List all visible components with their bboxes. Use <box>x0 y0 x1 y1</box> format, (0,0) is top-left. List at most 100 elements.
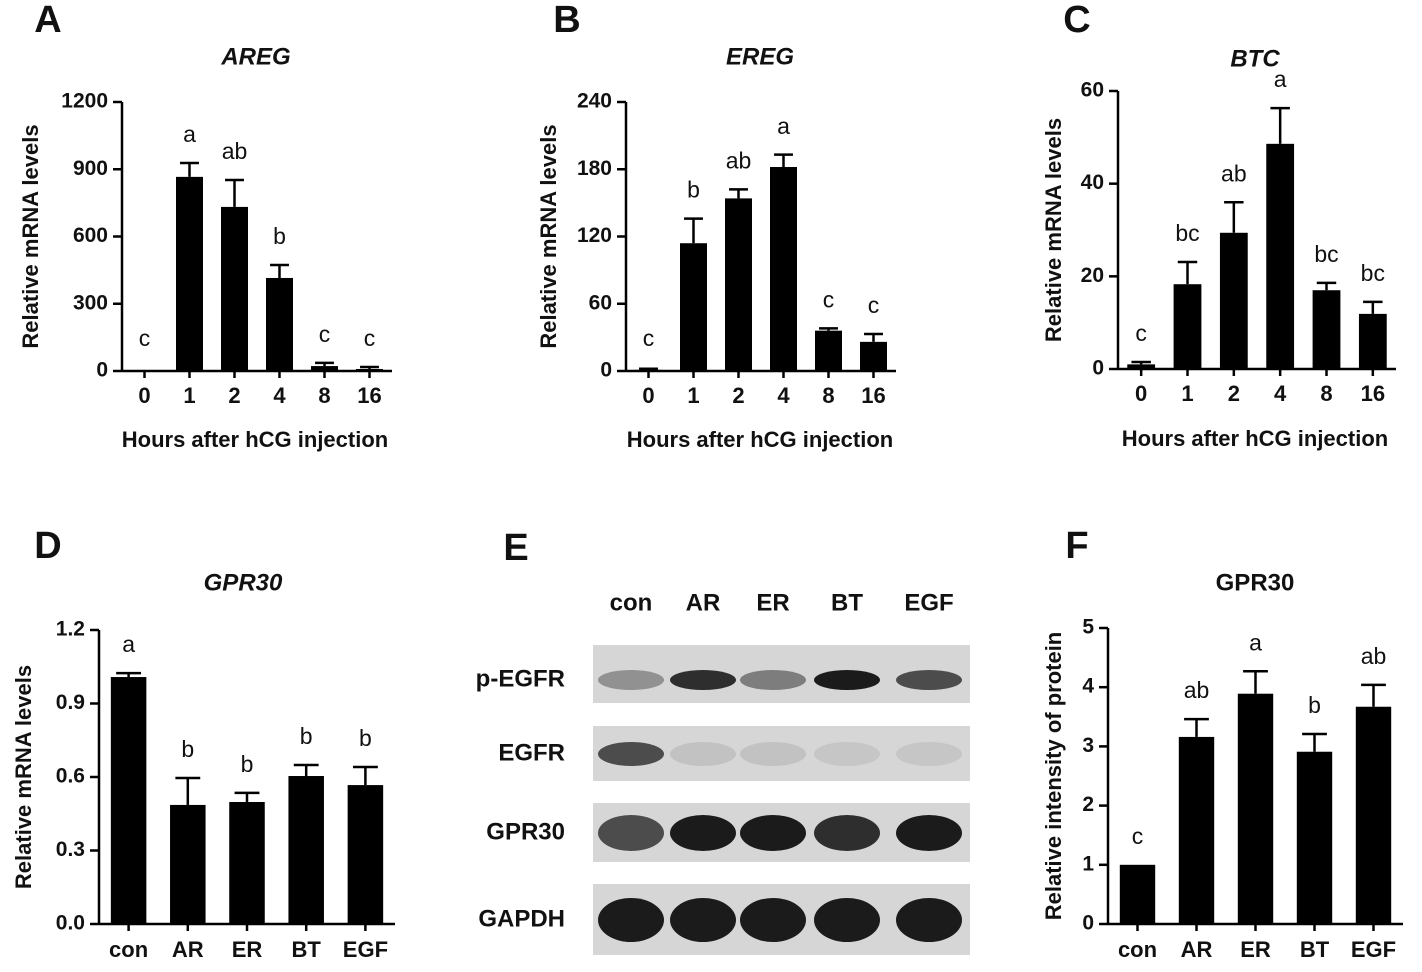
x-tick-label: 16 <box>357 383 381 408</box>
bar <box>131 370 158 371</box>
blot-band <box>598 742 664 766</box>
blot-band <box>814 815 880 851</box>
y-axis-label: Relative mRNA levels <box>18 124 43 348</box>
annotation: ab <box>1221 160 1247 186</box>
x-tick-label: 8 <box>318 383 330 408</box>
bar <box>860 341 887 371</box>
x-tick-label: con <box>1118 937 1157 962</box>
error-bar <box>1363 300 1383 314</box>
error-bar <box>360 365 379 369</box>
blot-band <box>896 815 962 851</box>
blot-band <box>670 815 736 851</box>
blot-band <box>814 898 880 942</box>
y-tick-label: 0.3 <box>56 838 85 861</box>
error-bar <box>116 671 142 678</box>
x-tick-label: ER <box>1240 937 1271 962</box>
blot-band <box>814 742 880 766</box>
y-tick-label: 0.9 <box>56 691 85 714</box>
bar <box>347 785 384 924</box>
bar <box>815 330 842 371</box>
column-label: ER <box>756 589 789 616</box>
blot-band <box>598 898 664 942</box>
x-axis-label: Hours after hCG injection <box>122 427 388 452</box>
bar <box>1173 284 1202 369</box>
bar <box>770 167 797 371</box>
x-tick-label: 4 <box>777 383 790 408</box>
y-axis-label: Relative mRNA levels <box>536 124 561 348</box>
y-tick-label: 900 <box>73 157 108 180</box>
annotation: a <box>777 113 790 139</box>
y-tick-label: 0 <box>1082 912 1094 935</box>
panel-letter: A <box>34 0 61 41</box>
annotation: b <box>300 723 313 749</box>
x-tick-label: 16 <box>1361 381 1385 406</box>
annotation: ab <box>222 138 248 164</box>
x-tick-label: 0 <box>138 383 150 408</box>
bar <box>680 243 707 371</box>
blot-band <box>896 670 962 690</box>
annotation: ab <box>1184 677 1210 703</box>
error-bar <box>1177 260 1198 285</box>
y-tick-label: 600 <box>73 224 108 247</box>
bar <box>170 804 206 924</box>
blot-band <box>740 898 806 942</box>
row-label: GPR30 <box>486 818 565 845</box>
blot-band <box>896 742 962 766</box>
error-bar <box>1184 717 1209 737</box>
annotation: ab <box>1361 643 1387 669</box>
x-tick-label: ER <box>232 937 263 962</box>
blot-band <box>670 742 736 766</box>
bar <box>110 677 147 924</box>
x-tick-label: 8 <box>1320 381 1332 406</box>
column-label: BT <box>831 589 863 616</box>
panel-letter: D <box>34 525 61 567</box>
annotation: c <box>319 321 331 347</box>
annotation: bc <box>1361 260 1385 286</box>
error-bar <box>1224 200 1244 233</box>
bar <box>1355 706 1392 924</box>
y-tick-label: 2 <box>1082 793 1094 816</box>
bar <box>1219 232 1248 369</box>
error-bar <box>315 361 334 367</box>
y-tick-label: 5 <box>1082 616 1094 639</box>
bar <box>1119 864 1156 924</box>
error-bar <box>1316 281 1337 291</box>
panel-letter: F <box>1065 525 1088 567</box>
error-bar <box>270 263 289 278</box>
error-bar <box>234 791 260 802</box>
bar <box>1296 751 1333 924</box>
error-bar <box>684 217 703 244</box>
error-bar <box>175 776 201 805</box>
error-bar <box>1131 360 1151 365</box>
x-tick-label: BT <box>292 937 322 962</box>
bar <box>229 801 265 924</box>
panel-letter: E <box>503 527 528 569</box>
error-bar <box>639 367 658 371</box>
error-bar <box>1302 732 1327 752</box>
x-tick-label: 0 <box>1135 381 1147 406</box>
annotation: bc <box>1175 220 1199 246</box>
x-tick-label: 16 <box>861 383 885 408</box>
y-axis-label: Relative mRNA levels <box>1041 118 1066 342</box>
blot-band <box>896 898 962 942</box>
y-tick-label: 60 <box>589 291 612 314</box>
bar <box>266 277 293 371</box>
x-tick-label: AR <box>172 937 204 962</box>
x-tick-label: EGF <box>1351 937 1396 962</box>
error-bar <box>729 188 748 199</box>
y-tick-label: 20 <box>1081 264 1104 287</box>
error-bar <box>819 327 838 331</box>
y-axis-label: Relative intensity of protein <box>1041 632 1066 921</box>
y-tick-label: 60 <box>1081 79 1104 102</box>
bar <box>356 368 383 371</box>
x-axis-label: Hours after hCG injection <box>627 427 893 452</box>
y-tick-label: 240 <box>577 90 612 113</box>
error-bar <box>774 153 793 168</box>
x-tick-label: con <box>109 937 148 962</box>
blot-band <box>670 670 736 690</box>
y-tick-label: 0.0 <box>56 912 85 935</box>
y-tick-label: 300 <box>73 291 108 314</box>
x-tick-label: 4 <box>273 383 286 408</box>
annotation: bc <box>1314 241 1338 267</box>
